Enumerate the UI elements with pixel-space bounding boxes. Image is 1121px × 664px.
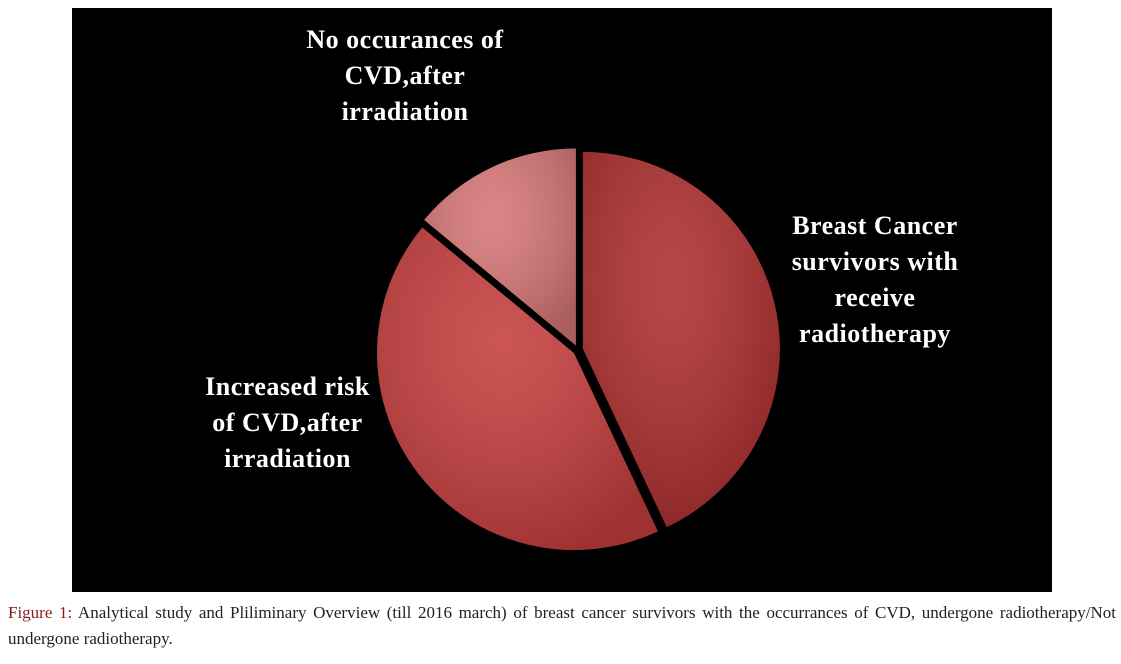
slice-shade <box>377 227 658 551</box>
caption-text: Analytical study and Pliliminary Overvie… <box>8 603 1116 648</box>
slice-shade <box>424 148 576 346</box>
slice-label: No occurances of CVD,after irradiation <box>306 25 504 126</box>
caption-label: Figure 1: <box>8 603 73 622</box>
slice-label: Increased risk of CVD,after irradiation <box>205 372 370 473</box>
chart <box>72 8 1052 592</box>
slice-label: Breast Cancer survivors with receive rad… <box>791 211 959 348</box>
caption: Figure 1: Analytical study and Plilimina… <box>8 600 1116 652</box>
slice-shade <box>582 151 780 528</box>
